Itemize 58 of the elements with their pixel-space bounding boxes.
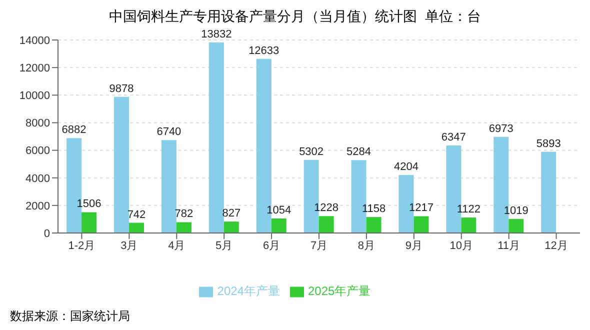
x-tick-label: 7月 — [310, 240, 328, 252]
bar — [176, 222, 192, 233]
bar — [508, 218, 524, 233]
data-label: 9878 — [109, 82, 134, 95]
y-tick-label: 2000 — [26, 200, 50, 212]
bar — [461, 218, 476, 233]
bar — [271, 218, 286, 233]
x-tick-label: 1-2月 — [68, 240, 96, 252]
data-label: 6973 — [488, 122, 514, 135]
y-tick-label: 0 — [44, 228, 50, 240]
data-label: 5893 — [536, 138, 561, 150]
x-tick-label: 12月 — [544, 240, 568, 252]
bar — [161, 140, 176, 233]
data-label: 1019 — [504, 204, 528, 217]
data-label: 6882 — [62, 124, 86, 136]
y-tick-label: 8000 — [26, 118, 50, 130]
bar — [366, 217, 382, 233]
data-label: 1228 — [314, 202, 339, 214]
data-label: 782 — [174, 208, 194, 220]
x-tick-label: 11月 — [498, 240, 520, 252]
data-label: 742 — [127, 208, 146, 221]
x-tick-label: 8月 — [358, 240, 376, 252]
bar — [208, 42, 224, 233]
data-label: 5284 — [346, 146, 372, 158]
data-label: 1506 — [76, 198, 102, 210]
data-label: 5302 — [299, 146, 324, 158]
y-tick-label: 14000 — [19, 34, 50, 47]
chart-title: 中国饲料生产专用设备产量分月（当月值）统计图 单位：台 — [108, 8, 482, 26]
x-tick-label: 3月 — [120, 240, 138, 252]
y-tick-label: 4000 — [26, 172, 50, 185]
x-tick-label: 10月 — [450, 240, 473, 252]
x-tick-label: 5月 — [216, 240, 233, 252]
data-label: 12633 — [248, 44, 280, 57]
legend-label: 2025年产量 — [308, 284, 371, 298]
data-label: 1217 — [408, 202, 434, 214]
data-label: 4204 — [394, 161, 418, 174]
x-tick-label: 4月 — [168, 240, 186, 252]
y-tick-label: 12000 — [19, 62, 50, 74]
bar — [128, 222, 144, 233]
x-tick-label: 9月 — [405, 240, 422, 252]
data-label: 1158 — [362, 203, 386, 216]
bar — [114, 96, 129, 233]
bar — [541, 152, 556, 233]
bar — [82, 212, 97, 233]
bar — [414, 216, 429, 233]
data-label: 827 — [222, 208, 241, 220]
y-tick-label: 6000 — [26, 145, 50, 158]
data-label: 1122 — [456, 204, 481, 216]
bar — [318, 216, 334, 233]
source-note: 数据来源：国家统计局 — [10, 308, 130, 325]
data-label: 6740 — [156, 126, 182, 138]
data-label: 13832 — [201, 28, 232, 40]
bar — [224, 222, 239, 233]
y-tick-label: 10000 — [19, 90, 50, 102]
data-label: 6347 — [441, 132, 466, 144]
data-label: 1054 — [266, 204, 292, 216]
legend-label: 2024年产量 — [217, 284, 280, 298]
x-tick-label: 6月 — [262, 240, 280, 252]
